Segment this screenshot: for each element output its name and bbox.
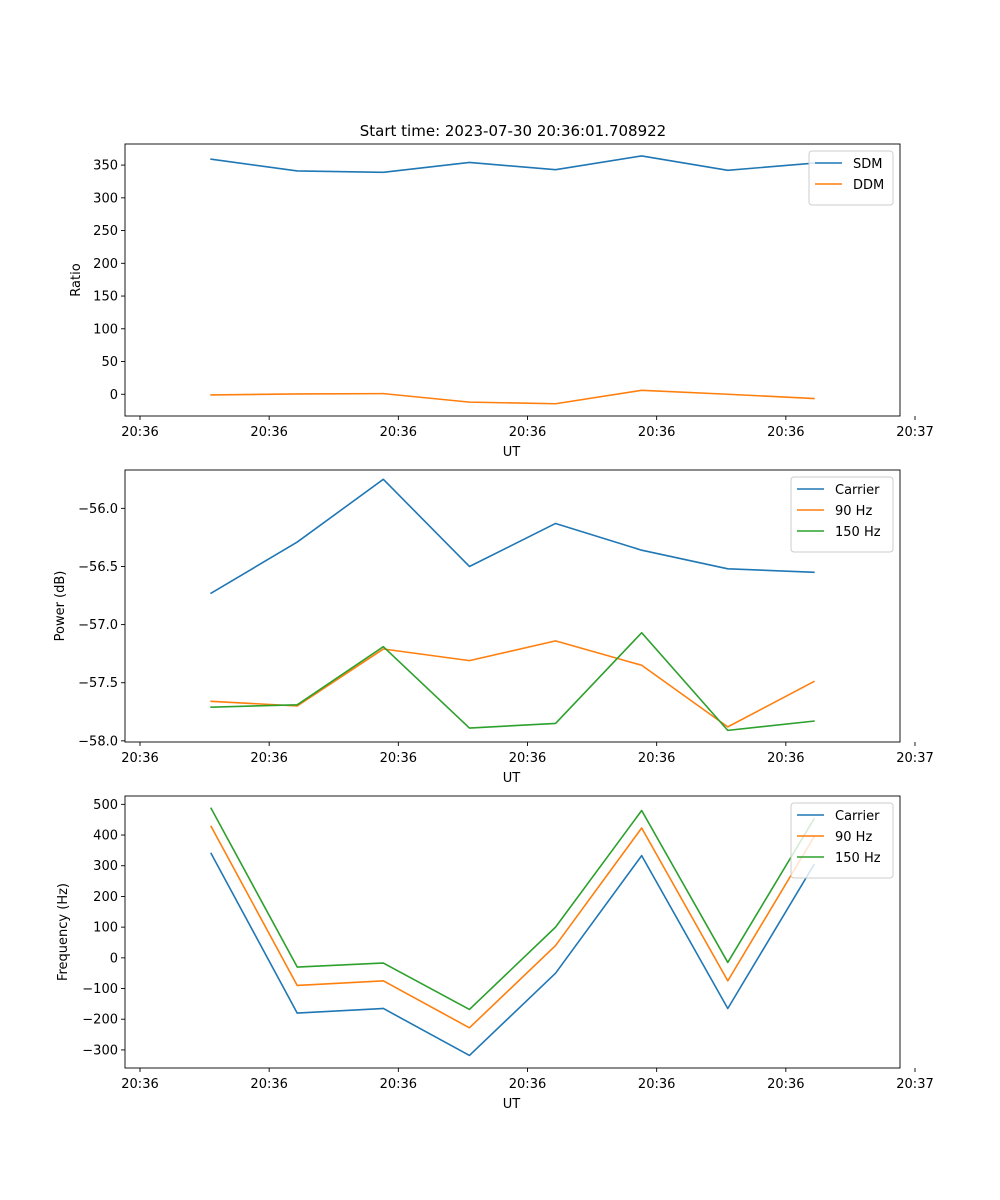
- frequency-xtick-label: 20:36: [250, 1077, 287, 1092]
- ratio-x-axis-label: UT: [503, 445, 521, 460]
- ratio-xtick-label: 20:37: [896, 425, 933, 440]
- frequency-legend-label-carrier: Carrier: [835, 809, 880, 824]
- ratio-xtick-label: 20:36: [121, 425, 158, 440]
- ratio-ytick-label: 150: [93, 290, 118, 305]
- frequency-xtick-label: 20:36: [380, 1077, 417, 1092]
- power-ytick-label: −57.0: [78, 618, 118, 633]
- power-legend: Carrier 90 Hz 150 Hz: [790, 476, 894, 553]
- ratio-panel: 0 50 100 150 200 250 300 350 20:36 20:36 20:36 20:3…: [69, 143, 934, 460]
- ratio-series-line-sdm: [210, 155, 815, 174]
- ratio-ytick-label: 100: [93, 322, 118, 337]
- power-ytick-label: −56.5: [78, 560, 118, 575]
- ratio-xtick-label: 20:36: [638, 425, 675, 440]
- ratio-ytick-label: 250: [93, 224, 118, 239]
- ratio-legend: SDM DDM: [808, 150, 894, 206]
- frequency-y-axis-label: Frequency (Hz): [56, 883, 71, 981]
- frequency-legend-label-90hz: 90 Hz: [835, 830, 872, 845]
- power-ytick-label: −57.5: [78, 676, 118, 691]
- power-xtick-label: 20:36: [767, 751, 804, 766]
- power-xtick-label: 20:36: [638, 751, 675, 766]
- frequency-ytick-label: 400: [93, 829, 118, 844]
- frequency-axes-frame: [124, 795, 901, 1069]
- frequency-ytick-label: 0: [110, 951, 118, 966]
- frequency-x-axis-label: UT: [503, 1097, 521, 1112]
- power-xtick-label: 20:36: [380, 751, 417, 766]
- power-xtick-label: 20:36: [250, 751, 287, 766]
- power-legend-label-carrier: Carrier: [835, 483, 880, 498]
- ratio-axes-frame: [124, 143, 901, 417]
- power-axes-frame: [124, 469, 901, 743]
- frequency-ytick-label: −200: [82, 1013, 118, 1028]
- ratio-ytick-label: 300: [93, 191, 118, 206]
- power-legend-label-150hz: 150 Hz: [835, 525, 881, 540]
- power-series-line-150hz: [210, 631, 815, 732]
- ratio-xtick-label: 20:36: [767, 425, 804, 440]
- ratio-xtick-label: 20:36: [509, 425, 546, 440]
- frequency-series-line-carrier: [210, 852, 815, 1057]
- frequency-ytick-label: 300: [93, 859, 118, 874]
- figure-title: Start time: 2023-07-30 20:36:01.708922: [360, 122, 666, 140]
- ratio-legend-label-sdm: SDM: [853, 157, 882, 172]
- frequency-series-line-150hz: [210, 807, 815, 1011]
- frequency-ytick-label: 200: [93, 890, 118, 905]
- ratio-ytick-label: 200: [93, 257, 118, 272]
- ratio-y-axis-label: Ratio: [69, 263, 84, 296]
- power-xtick-label: 20:36: [509, 751, 546, 766]
- frequency-ytick-label: 500: [93, 798, 118, 813]
- frequency-panel: −300 −200 −100 0 100 200 300 400 500 20:36 20:36 20…: [56, 795, 934, 1112]
- frequency-series-line-90hz: [210, 825, 815, 1029]
- power-ytick-label: −56.0: [78, 502, 118, 517]
- frequency-xtick-label: 20:36: [509, 1077, 546, 1092]
- power-series-line-carrier: [210, 478, 815, 595]
- power-xtick-label: 20:37: [896, 751, 933, 766]
- frequency-legend: Carrier 90 Hz 150 Hz: [790, 802, 894, 879]
- ratio-ytick-label: 0: [110, 388, 118, 403]
- frequency-xtick-label: 20:36: [121, 1077, 158, 1092]
- power-panel: −58.0 −57.5 −57.0 −56.5 −56.0 20:36 20:36 20:36…: [53, 469, 934, 786]
- frequency-xtick-label: 20:36: [767, 1077, 804, 1092]
- ratio-xtick-label: 20:36: [380, 425, 417, 440]
- frequency-ytick-label: −100: [82, 982, 118, 997]
- power-series-line-90hz: [210, 640, 815, 728]
- ratio-series-line-ddm: [210, 389, 815, 405]
- ratio-ytick-label: 350: [93, 159, 118, 174]
- frequency-xtick-label: 20:37: [896, 1077, 933, 1092]
- ratio-ytick-label: 50: [101, 355, 118, 370]
- ratio-xtick-label: 20:36: [250, 425, 287, 440]
- frequency-ytick-label: 100: [93, 921, 118, 936]
- power-legend-label-90hz: 90 Hz: [835, 504, 872, 519]
- power-y-axis-label: Power (dB): [53, 571, 68, 642]
- frequency-ytick-label: −300: [82, 1043, 118, 1058]
- power-ytick-label: −58.0: [78, 734, 118, 749]
- ratio-legend-label-ddm: DDM: [853, 178, 884, 193]
- frequency-xtick-label: 20:36: [638, 1077, 675, 1092]
- frequency-legend-label-150hz: 150 Hz: [835, 851, 881, 866]
- power-xtick-label: 20:36: [121, 751, 158, 766]
- power-x-axis-label: UT: [503, 771, 521, 786]
